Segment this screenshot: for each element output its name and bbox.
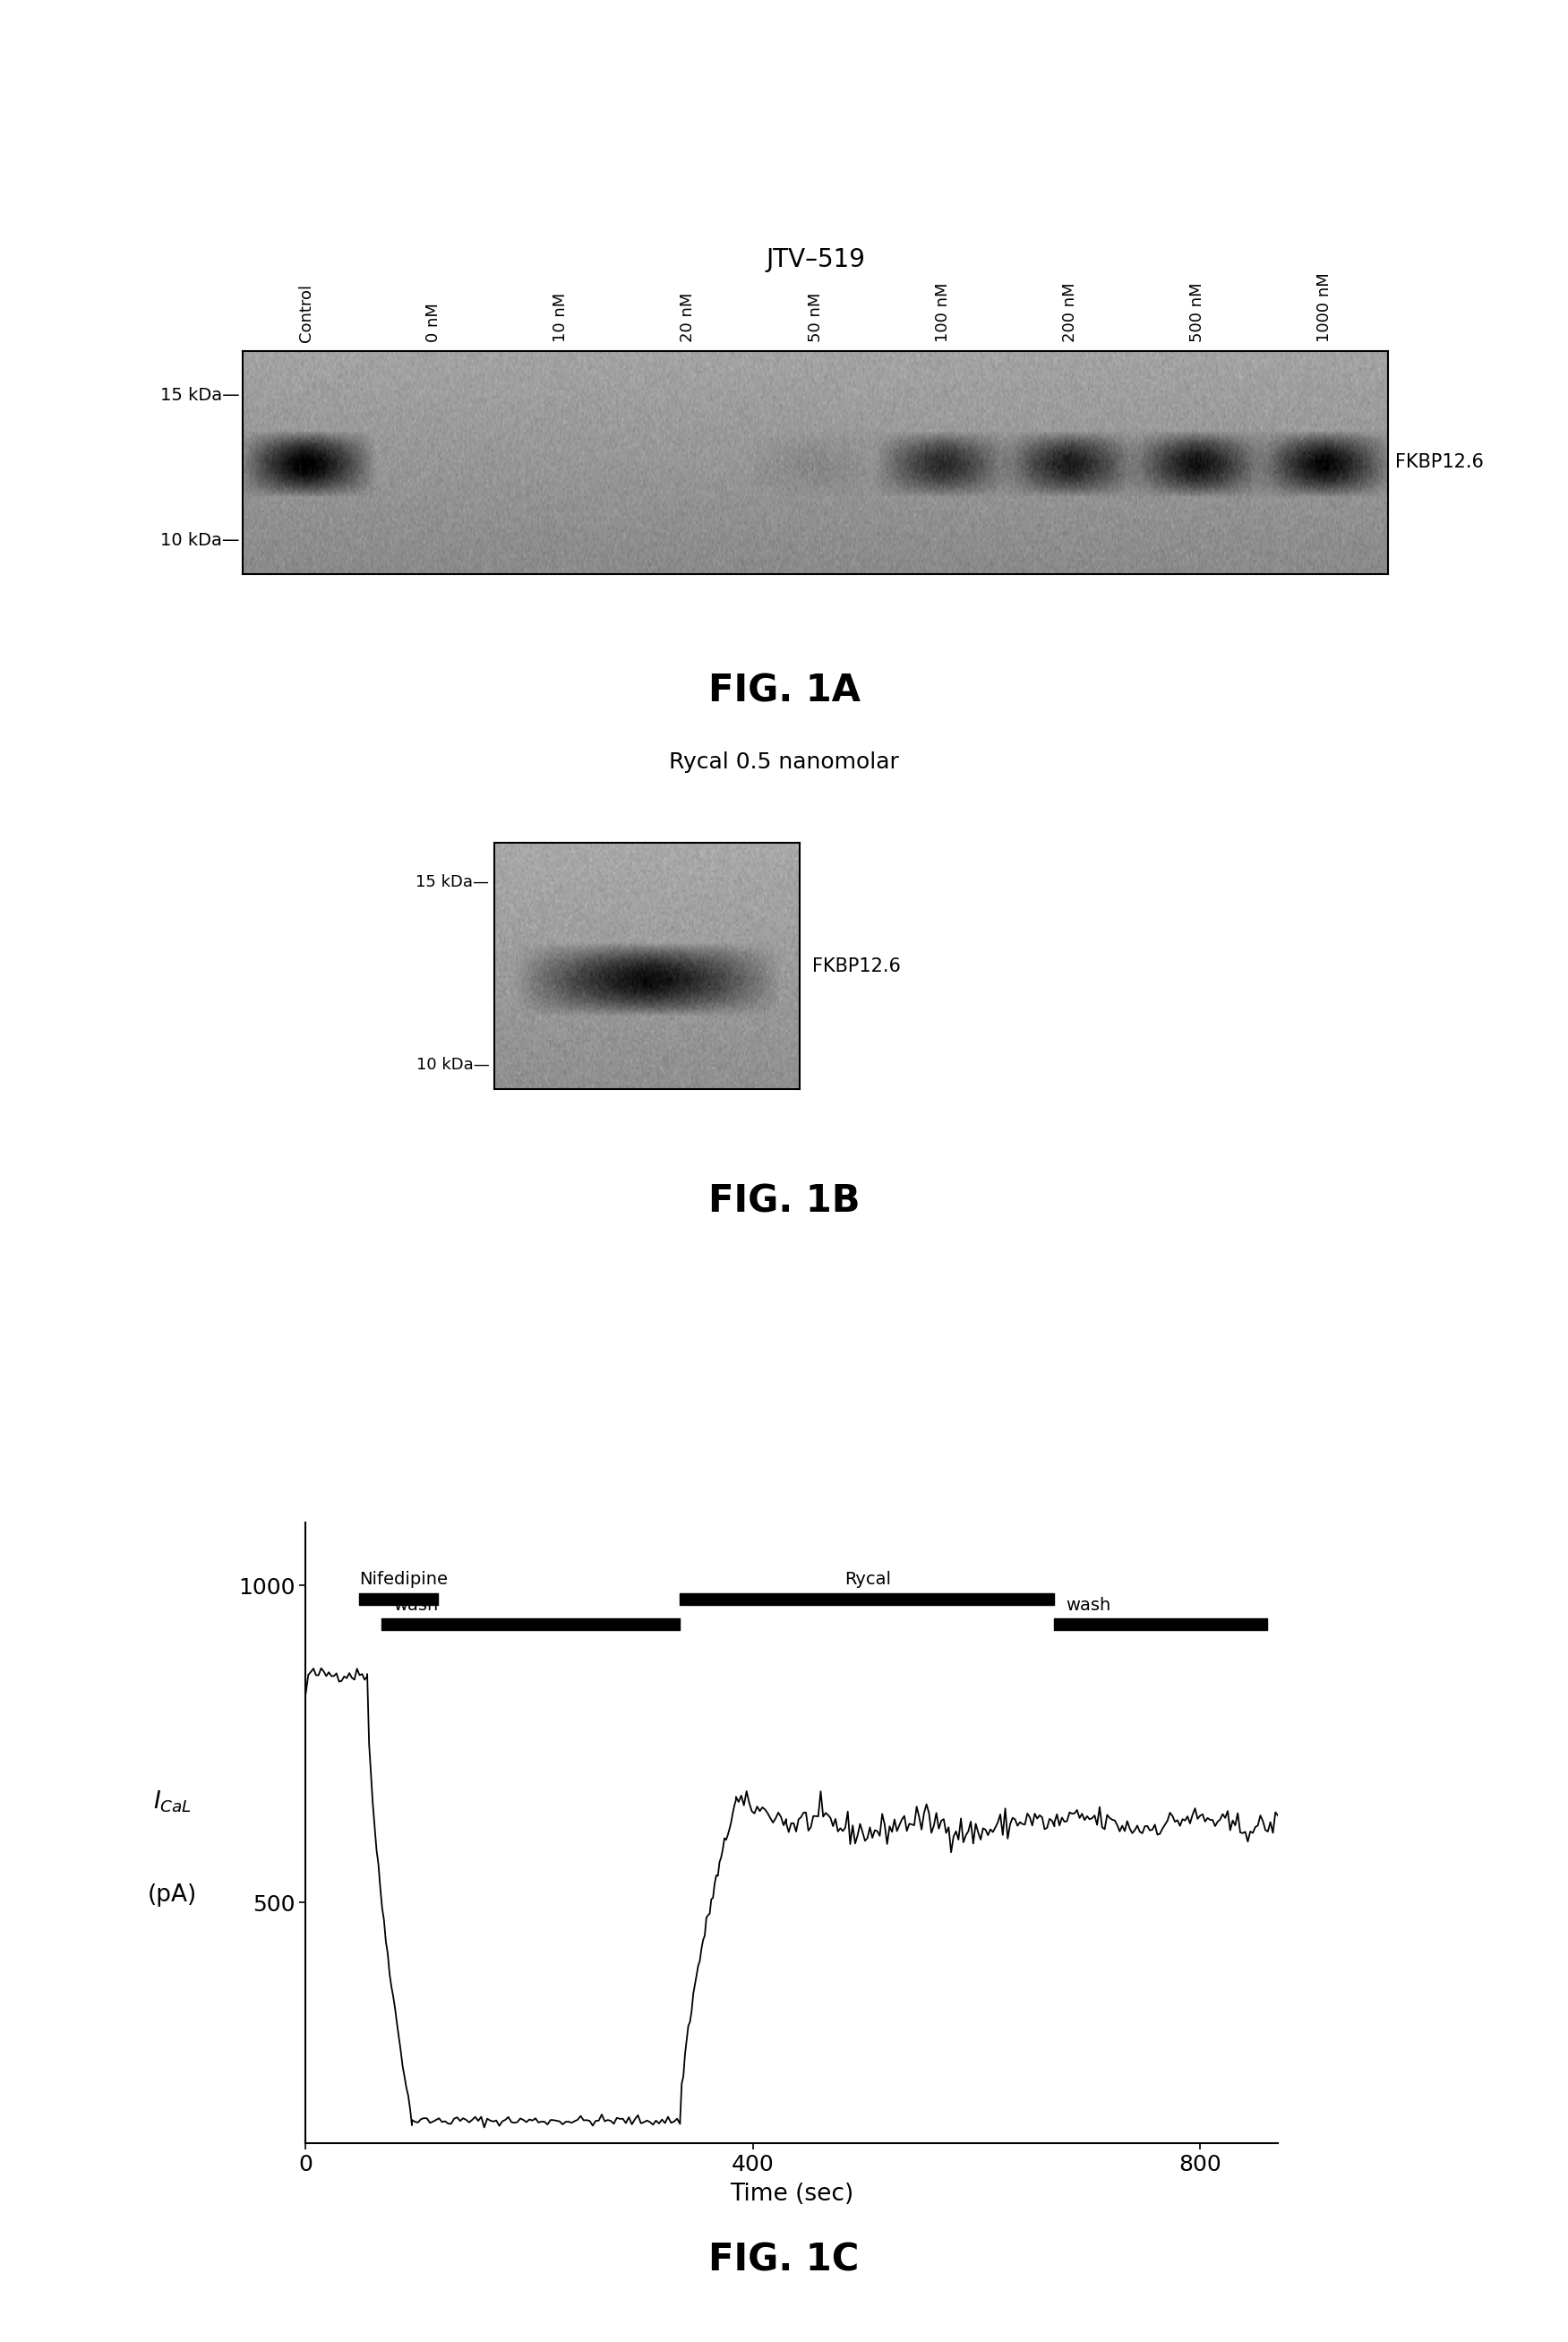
Text: 10 kDa—: 10 kDa—	[416, 1056, 489, 1073]
Text: Nifedipine: Nifedipine	[359, 1571, 448, 1588]
Title: JTV–519: JTV–519	[765, 246, 866, 272]
Text: wash: wash	[1066, 1597, 1110, 1614]
Text: 100 nM: 100 nM	[935, 283, 950, 342]
Text: FIG. 1A: FIG. 1A	[707, 672, 861, 710]
Text: 500 nM: 500 nM	[1189, 283, 1204, 342]
Text: Rycal 0.5 nanomolar: Rycal 0.5 nanomolar	[670, 752, 898, 773]
Text: 50 nM: 50 nM	[808, 293, 823, 342]
Text: FKBP12.6: FKBP12.6	[1396, 454, 1483, 471]
Text: 0 nM: 0 nM	[426, 302, 442, 342]
Text: 10 kDa—: 10 kDa—	[160, 532, 240, 548]
Text: FIG. 1C: FIG. 1C	[709, 2241, 859, 2279]
Text: 200 nM: 200 nM	[1062, 283, 1077, 342]
Text: 15 kDa—: 15 kDa—	[416, 874, 489, 890]
Text: 15 kDa—: 15 kDa—	[160, 386, 240, 405]
Text: FIG. 1B: FIG. 1B	[709, 1183, 859, 1220]
Text: 10 nM: 10 nM	[554, 293, 569, 342]
Text: Control: Control	[298, 283, 315, 342]
Text: (pA): (pA)	[147, 1883, 198, 1906]
Text: wash: wash	[394, 1597, 437, 1614]
Text: 20 nM: 20 nM	[681, 293, 696, 342]
X-axis label: Time (sec): Time (sec)	[731, 2183, 853, 2206]
Text: $I_{CaL}$: $I_{CaL}$	[154, 1789, 191, 1815]
Text: 1000 nM: 1000 nM	[1316, 272, 1333, 342]
Text: FKBP12.6: FKBP12.6	[812, 958, 900, 974]
Text: Rycal: Rycal	[845, 1571, 892, 1588]
